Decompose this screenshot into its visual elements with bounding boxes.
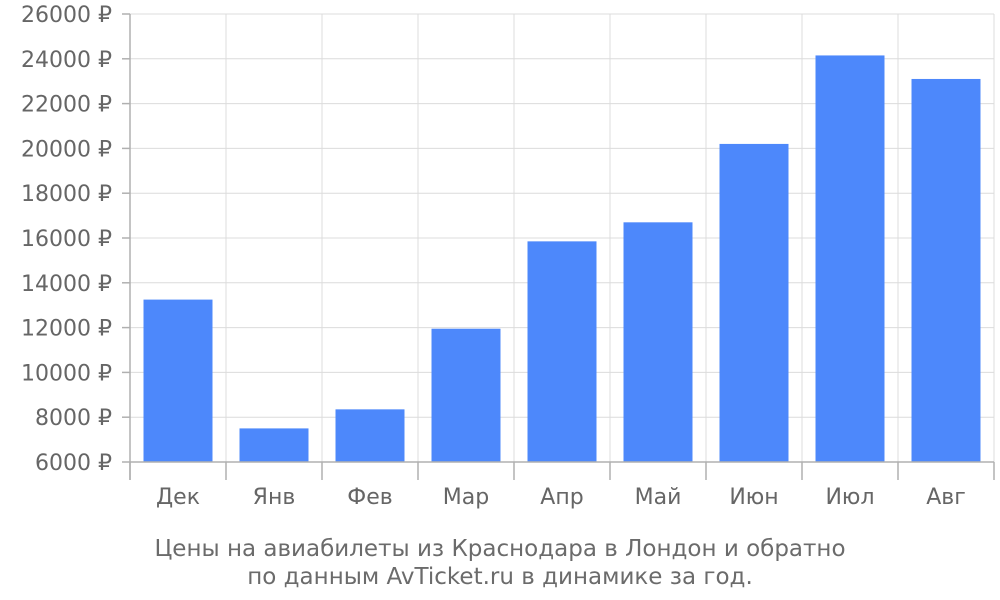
bar-2 bbox=[239, 428, 309, 462]
x-tick-label: Апр bbox=[540, 485, 583, 510]
y-tick-label: 18000 ₽ bbox=[21, 182, 112, 207]
axes bbox=[122, 13, 995, 480]
bar-3 bbox=[335, 409, 405, 462]
bars bbox=[143, 55, 981, 463]
y-tick-label: 20000 ₽ bbox=[21, 137, 112, 162]
bar-6 bbox=[623, 222, 693, 462]
x-tick-label: Янв bbox=[253, 485, 296, 510]
x-tick-label: Мар bbox=[443, 485, 489, 510]
x-tick-label: Июл bbox=[825, 485, 874, 510]
y-tick-label: 12000 ₽ bbox=[21, 317, 112, 342]
y-tick-label: 22000 ₽ bbox=[21, 93, 112, 118]
bar-7 bbox=[719, 143, 789, 463]
bar-8 bbox=[815, 55, 885, 462]
x-tick-label: Авг bbox=[926, 485, 966, 510]
y-tick-label: 6000 ₽ bbox=[35, 451, 112, 476]
caption-line-1: Цены на авиабилеты из Краснодара в Лондо… bbox=[154, 536, 845, 562]
y-tick-label: 24000 ₽ bbox=[21, 48, 112, 73]
bar-1 bbox=[143, 299, 213, 462]
x-tick-label: Май bbox=[635, 485, 682, 510]
x-tick-label: Июн bbox=[729, 485, 778, 510]
y-tick-labels: 6000 ₽ 8000 ₽ 10000 ₽ 12000 ₽ 14000 ₽ 16000 ₽… bbox=[21, 3, 112, 476]
bar-4 bbox=[431, 328, 501, 462]
bar-5 bbox=[527, 241, 597, 462]
x-tick-label: Фев bbox=[347, 485, 392, 510]
y-tick-label: 26000 ₽ bbox=[21, 3, 112, 28]
x-tick-label: Дек bbox=[156, 485, 200, 510]
x-tick-labels: Дек Янв Фев Мар Апр Май Июн Июл Авг bbox=[156, 485, 966, 510]
y-tick-label: 16000 ₽ bbox=[21, 227, 112, 252]
y-tick-label: 8000 ₽ bbox=[35, 406, 112, 431]
y-tick-label: 10000 ₽ bbox=[21, 361, 112, 386]
caption-line-2: по данным AvTicket.ru в динамике за год. bbox=[247, 564, 753, 590]
y-tick-label: 14000 ₽ bbox=[21, 272, 112, 297]
bar-9 bbox=[911, 78, 981, 463]
